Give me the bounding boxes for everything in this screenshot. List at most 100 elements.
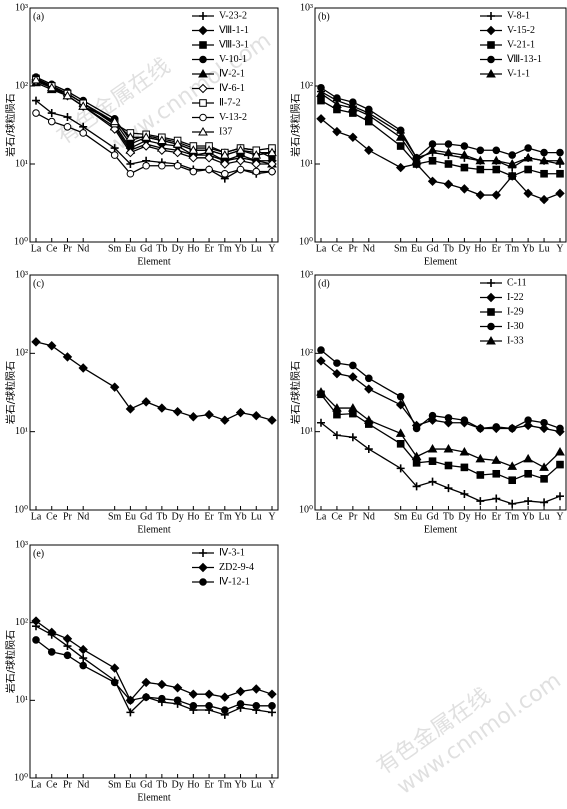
marker <box>444 461 453 470</box>
marker <box>460 463 469 472</box>
marker <box>220 159 230 169</box>
marker <box>540 418 548 427</box>
marker <box>555 188 565 199</box>
x-tick-label: Yb <box>522 243 534 254</box>
legend-label: V-1-1 <box>507 68 530 79</box>
x-axis-label: Element <box>137 256 171 267</box>
x-tick-label: Gd <box>140 511 152 522</box>
marker <box>62 634 73 644</box>
marker <box>556 424 564 433</box>
marker <box>428 477 437 486</box>
marker <box>348 403 358 412</box>
marker <box>219 150 230 159</box>
marker <box>158 694 166 703</box>
y-tick-label: 10¹ <box>15 695 28 706</box>
marker <box>524 144 532 152</box>
marker <box>491 455 502 464</box>
marker <box>125 404 136 414</box>
marker <box>428 411 437 420</box>
x-axis-label: Element <box>424 256 458 267</box>
legend-label: I-22 <box>507 292 524 303</box>
x-tick-label: Nd <box>363 243 375 254</box>
marker <box>316 356 326 366</box>
marker <box>188 412 199 422</box>
x-tick-label: Er <box>492 511 502 522</box>
legend-label: Ⅷ-3-1 <box>219 39 249 50</box>
marker <box>363 415 374 424</box>
marker <box>508 151 517 159</box>
x-axis-label: Element <box>424 524 458 535</box>
marker <box>46 82 57 92</box>
legend-label: V-21-1 <box>507 39 535 50</box>
marker <box>142 693 150 701</box>
legend-label: Ⅱ-7-2 <box>219 97 241 108</box>
x-tick-label: Ho <box>187 779 199 790</box>
marker <box>188 145 199 154</box>
marker <box>555 155 565 165</box>
axes-frame <box>29 544 279 779</box>
marker <box>199 41 207 49</box>
marker <box>110 678 119 687</box>
x-tick-label: Tm <box>505 243 519 254</box>
marker <box>427 145 438 154</box>
x-tick-label: Dy <box>171 511 183 522</box>
x-tick-label: Nd <box>77 511 89 522</box>
marker <box>47 109 56 118</box>
x-tick-label: Gd <box>140 779 152 790</box>
x-tick-label: Er <box>204 511 214 522</box>
marker <box>109 116 120 126</box>
y-tick-label: 10¹ <box>300 426 313 437</box>
marker <box>198 25 208 36</box>
x-tick-label: Ce <box>331 511 343 522</box>
x-tick-label: Pr <box>63 511 73 522</box>
x-tick-label: Tb <box>443 243 454 254</box>
x-tick-label: Gd <box>426 243 438 254</box>
marker <box>460 163 469 172</box>
x-tick-label: Y <box>268 511 275 522</box>
legend-label: I-33 <box>507 335 524 346</box>
panel-label: (b) <box>318 11 330 22</box>
legend-label: ZD2-9-4 <box>219 562 254 573</box>
marker <box>78 101 89 110</box>
marker <box>332 368 342 379</box>
marker <box>63 651 72 660</box>
legend-label: Ⅳ-3-1 <box>219 547 245 558</box>
marker <box>524 416 532 425</box>
x-tick-label: Lu <box>251 779 262 790</box>
marker <box>428 457 437 465</box>
marker <box>172 139 183 148</box>
panel-label: (d) <box>318 278 330 289</box>
series-line <box>320 100 560 177</box>
marker <box>476 497 485 506</box>
marker <box>126 696 135 705</box>
marker <box>199 578 207 586</box>
x-tick-label: Lu <box>251 511 262 522</box>
marker <box>459 446 470 456</box>
x-tick-label: Eu <box>125 511 136 522</box>
x-tick-label: Nd <box>77 779 89 790</box>
marker <box>487 308 495 316</box>
marker <box>63 122 72 131</box>
marker <box>221 169 229 178</box>
y-axis-label: 岩石/球粒陨石 <box>289 93 302 156</box>
marker <box>412 424 421 433</box>
marker <box>486 335 496 345</box>
y-tick-label: 10¹ <box>15 426 28 437</box>
marker <box>267 415 277 425</box>
marker <box>444 484 453 493</box>
marker <box>365 374 373 383</box>
marker <box>236 700 245 708</box>
y-axis-label: 岩石/球粒陨石 <box>4 93 17 156</box>
x-tick-label: Pr <box>348 511 358 522</box>
legend-label: Ⅳ-6-1 <box>219 83 245 94</box>
marker <box>364 145 374 155</box>
marker <box>78 363 88 373</box>
marker <box>507 461 518 470</box>
marker <box>348 433 357 442</box>
x-tick-label: Tm <box>218 779 232 790</box>
marker <box>110 144 119 153</box>
x-tick-label: Er <box>204 243 214 254</box>
marker <box>443 179 454 189</box>
marker <box>158 161 166 170</box>
legend-label: I37 <box>219 126 232 137</box>
